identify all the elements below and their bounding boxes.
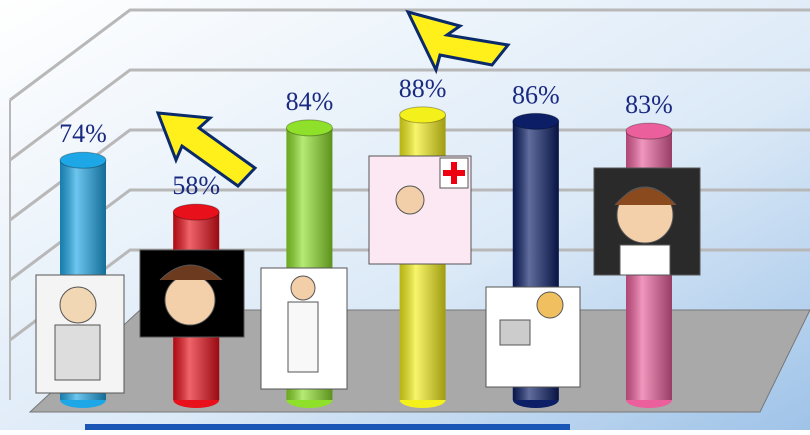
value-label: 83%	[625, 90, 673, 119]
bottom-bar	[85, 424, 570, 430]
bar-top	[285, 119, 333, 137]
bar-top	[399, 106, 447, 124]
bar-top	[625, 122, 673, 140]
bar-top	[512, 112, 560, 130]
value-label: 88%	[399, 74, 447, 103]
value-label: 84%	[286, 87, 334, 116]
pictures	[35, 155, 701, 394]
value-label: 58%	[172, 171, 220, 200]
value-label: 86%	[512, 80, 560, 109]
bar-top	[172, 203, 220, 221]
grid	[9, 8, 810, 400]
bar-top	[59, 151, 107, 169]
value-label: 74%	[59, 119, 107, 148]
arrows	[155, 9, 511, 188]
